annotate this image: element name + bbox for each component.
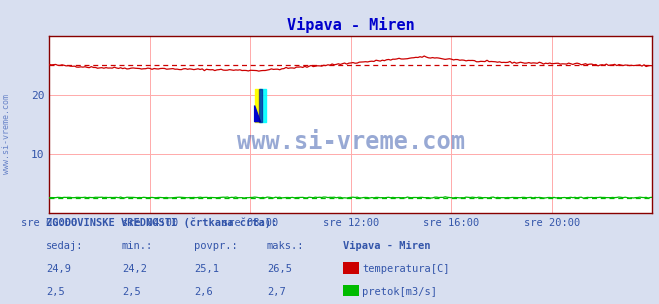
- Polygon shape: [254, 105, 260, 122]
- Text: povpr.:: povpr.:: [194, 241, 238, 251]
- Text: 2,5: 2,5: [122, 287, 140, 297]
- Text: ZGODOVINSKE VREDNOSTI (črtkana črta):: ZGODOVINSKE VREDNOSTI (črtkana črta):: [46, 218, 277, 229]
- Text: sedaj:: sedaj:: [46, 241, 84, 251]
- Title: Vipava - Miren: Vipava - Miren: [287, 16, 415, 33]
- Text: temperatura[C]: temperatura[C]: [362, 264, 450, 274]
- Text: 2,6: 2,6: [194, 287, 213, 297]
- Polygon shape: [258, 89, 262, 122]
- Text: www.si-vreme.com: www.si-vreme.com: [2, 94, 11, 174]
- Text: 2,7: 2,7: [267, 287, 285, 297]
- Text: 26,5: 26,5: [267, 264, 292, 274]
- Text: 24,9: 24,9: [46, 264, 71, 274]
- Text: maks.:: maks.:: [267, 241, 304, 251]
- Text: 25,1: 25,1: [194, 264, 219, 274]
- Text: Vipava - Miren: Vipava - Miren: [343, 241, 430, 251]
- Text: www.si-vreme.com: www.si-vreme.com: [237, 130, 465, 154]
- Text: 24,2: 24,2: [122, 264, 147, 274]
- Text: pretok[m3/s]: pretok[m3/s]: [362, 287, 438, 297]
- Text: min.:: min.:: [122, 241, 153, 251]
- Text: 2,5: 2,5: [46, 287, 65, 297]
